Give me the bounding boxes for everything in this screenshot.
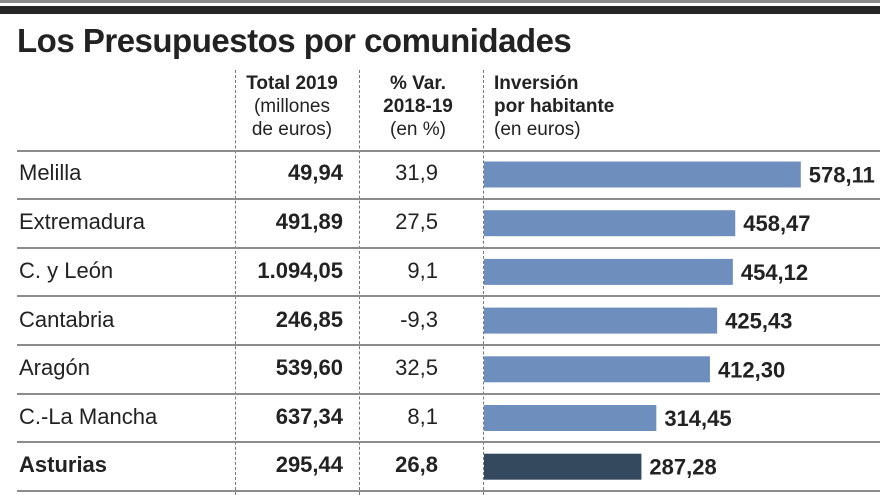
header-inv: Inversión por habitante (en euros) (494, 72, 694, 141)
row-total: 491,89 (275, 209, 343, 234)
row-name: Extremadura (19, 209, 145, 234)
header-inv-line3: (en euros) (494, 119, 581, 140)
row-total: 539,60 (275, 355, 343, 380)
header-var-line1: % Var. (390, 73, 446, 94)
header-total-line2: (millones (253, 96, 331, 117)
row-name: C. y León (19, 258, 114, 283)
top-rule-thick (0, 6, 880, 14)
row-name: C.-La Mancha (19, 404, 158, 429)
row-var: 32,5 (395, 355, 438, 380)
row-total: 49,94 (287, 160, 343, 185)
header-inv-line1: Inversión (494, 73, 579, 94)
bar (484, 258, 733, 285)
divider-inv (483, 70, 484, 495)
bar-value-label: 412,30 (718, 357, 785, 382)
row-total: 246,85 (275, 307, 343, 332)
header-var: % Var. 2018-19 (en %) (376, 72, 460, 141)
bar (484, 161, 801, 188)
header-var-line3: (en %) (390, 119, 446, 140)
row-var: 27,5 (395, 209, 438, 234)
bar-value-label: 314,45 (664, 406, 731, 431)
row-divider (17, 198, 880, 200)
chart-title: Los Presupuestos por comunidades (17, 22, 572, 59)
header-total-line3: de euros) (251, 119, 333, 140)
bar (484, 307, 718, 334)
row-total-highlight: 295,44 (275, 452, 343, 477)
row-total: 637,34 (275, 404, 343, 429)
bar-highlight (484, 453, 642, 480)
bar-value-label: 454,12 (741, 260, 808, 285)
row-divider (17, 295, 880, 297)
header-inv-line2: por habitante (494, 96, 615, 117)
row-divider (17, 490, 880, 492)
row-divider (17, 393, 880, 395)
divider-total (235, 70, 236, 495)
row-var: -9,3 (400, 307, 438, 332)
divider-var (359, 70, 360, 495)
row-divider (17, 344, 880, 346)
header-total: Total 2019 (millones de euros) (236, 72, 348, 141)
row-var: 31,9 (395, 160, 438, 185)
row-total: 1.094,05 (257, 258, 343, 283)
row-divider (17, 150, 880, 152)
top-rule-thin (0, 0, 880, 3)
bar (484, 405, 657, 431)
row-var: 8,1 (407, 404, 438, 429)
row-name: Aragón (19, 355, 90, 380)
header-var-line2: 2018-19 (383, 96, 453, 117)
row-var: 9,1 (407, 258, 438, 283)
header-total-line1: Total 2019 (246, 73, 338, 94)
row-divider (17, 247, 880, 249)
bar-value-label: 287,28 (649, 455, 716, 480)
bar-value-label: 578,11 (809, 163, 875, 188)
bar-value-label: 458,47 (743, 211, 810, 236)
row-name: Melilla (19, 160, 82, 185)
row-divider (17, 441, 880, 443)
bar (484, 210, 736, 237)
row-name-highlight: Asturias (19, 452, 108, 477)
row-name: Cantabria (19, 307, 115, 332)
bar-value-label: 425,43 (725, 309, 792, 334)
row-var-highlight: 26,8 (395, 452, 438, 477)
bar (484, 356, 710, 383)
